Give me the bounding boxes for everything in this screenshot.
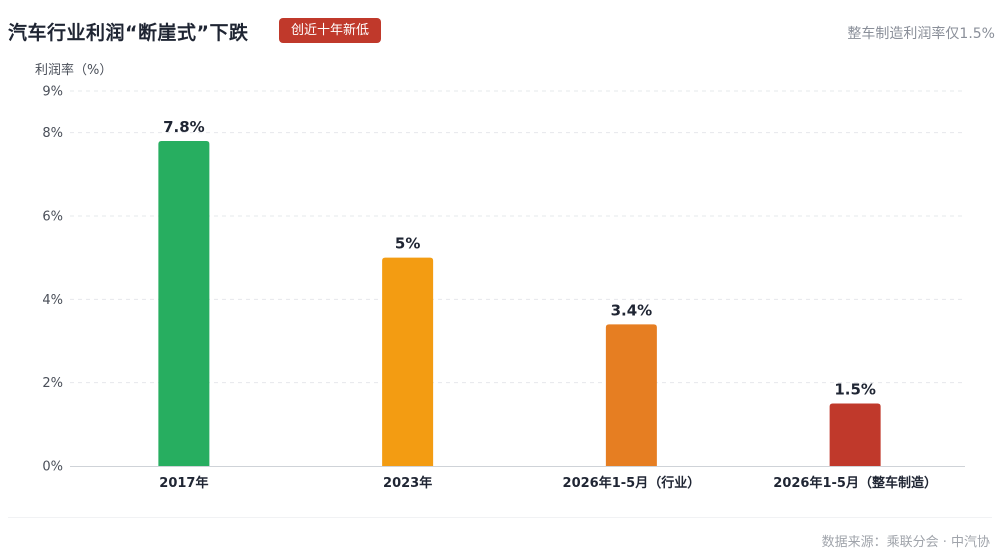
y-axis-ticks: 0% 2% 4% 6% 8% 9%: [42, 85, 63, 475]
x-tick-label: 2026年1-5月（整车制造）: [773, 475, 937, 491]
y-tick-label: 8%: [42, 126, 63, 141]
data-labels: 7.8% 5% 3.4% 1.5%: [163, 118, 876, 399]
x-tick-label: 2026年1-5月（行业）: [563, 475, 701, 491]
y-tick-label: 0%: [42, 460, 63, 475]
chart-subtitle: 整车制造利润率仅1.5%: [847, 26, 995, 42]
y-axis-label: 利润率（%）: [35, 63, 113, 78]
bar-4: [829, 403, 881, 466]
data-label: 7.8%: [163, 118, 205, 136]
y-tick-label: 9%: [42, 85, 63, 100]
bar-2: [382, 257, 434, 466]
data-label: 1.5%: [834, 381, 876, 399]
y-tick-label: 2%: [42, 376, 63, 391]
x-tick-label: 2017年: [159, 475, 208, 491]
footer-divider: [8, 517, 992, 518]
x-axis-ticks: 2017年 2023年 2026年1-5月（行业） 2026年1-5月（整车制造）: [159, 475, 937, 491]
data-source: 数据来源：乘联分会 · 中汽协: [821, 535, 990, 550]
x-tick-label: 2023年: [383, 475, 432, 491]
data-label: 5%: [395, 235, 420, 253]
chart-header: 汽车行业利润“断崖式”下跌 创近十年新低 整车制造利润率仅1.5%: [0, 0, 1000, 62]
record-low-badge: 创近十年新低: [279, 18, 382, 43]
bars: [158, 141, 881, 466]
y-tick-label: 6%: [42, 210, 63, 225]
bar-1: [158, 141, 210, 466]
bar-3: [605, 324, 657, 466]
y-tick-label: 4%: [42, 293, 63, 308]
chart-title: 汽车行业利润“断崖式”下跌: [8, 22, 249, 44]
grid-lines: [70, 90, 965, 384]
data-label: 3.4%: [611, 301, 653, 319]
